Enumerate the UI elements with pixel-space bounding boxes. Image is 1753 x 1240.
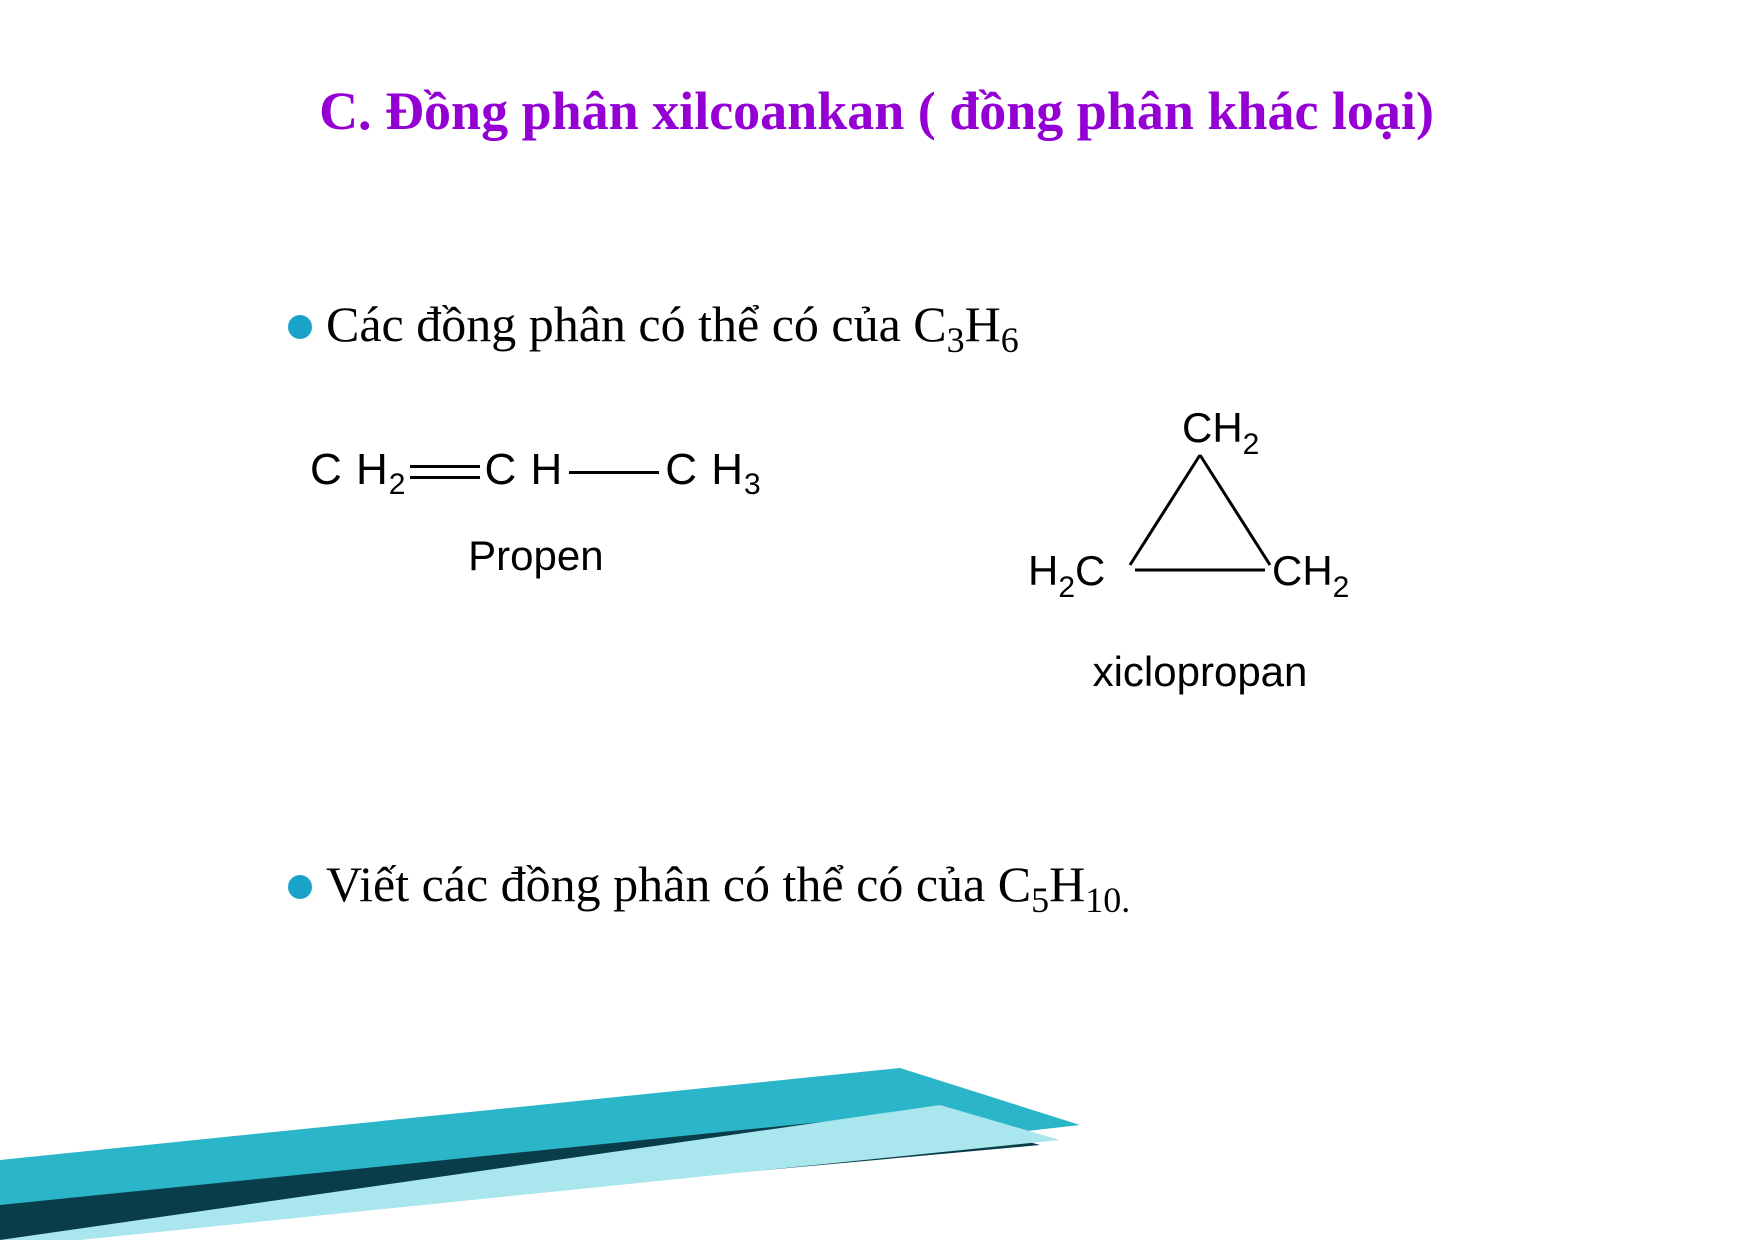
xiclo-left: H2C [1028, 547, 1105, 604]
bullet-1-s1: 3 [947, 320, 965, 360]
bullet-1-s2: 6 [1001, 320, 1019, 360]
propen-label: Propen [310, 532, 762, 580]
propen-ch: C H [484, 445, 563, 494]
bullet-icon [288, 315, 312, 339]
decor-poly-teal [0, 1068, 1080, 1240]
propen-formula: C H2C HC H3 [310, 445, 762, 502]
triangle-edge [1130, 455, 1200, 565]
decorative-swoosh [0, 1040, 1100, 1240]
slide-title: C. Đồng phân xilcoankan ( đồng phân khác… [0, 80, 1753, 142]
propen-structure: C H2C HC H3 Propen [310, 445, 762, 580]
bullet-2-text: Viết các đồng phân có thể có của C5H10. [326, 855, 1130, 913]
bullet-1-text: Các đồng phân có thể có của C3H6 [326, 295, 1019, 353]
decor-poly-dark [0, 1112, 1040, 1240]
bullet-2-fb: C [998, 856, 1031, 912]
xiclopropan-diagram: CH2 H2C CH2 [1020, 400, 1380, 620]
bullet-1-fm: H [965, 296, 1001, 352]
bullet-2-s2: 10. [1085, 880, 1130, 920]
xiclo-top: CH2 [1182, 404, 1259, 461]
triangle-edge [1200, 455, 1270, 565]
propen-sub2a: 2 [389, 468, 407, 501]
propen-ch2a: C H [310, 445, 389, 494]
bullet-icon [288, 875, 312, 899]
xiclopropan-label: xiclopropan [1020, 648, 1380, 696]
bullet-1-fb: C [913, 296, 946, 352]
bullet-item-2: Viết các đồng phân có thể có của C5H10. [288, 855, 1130, 913]
bullet-item-1: Các đồng phân có thể có của C3H6 [288, 295, 1019, 353]
decor-poly-light [0, 1105, 1060, 1240]
bullet-1-prefix: Các đồng phân có thể có của [326, 296, 913, 352]
xiclo-right: CH2 [1272, 547, 1349, 604]
xiclopropan-structure: CH2 H2C CH2 xiclopropan [1020, 400, 1380, 696]
single-bond-icon [569, 471, 659, 474]
bullet-2-s1: 5 [1031, 880, 1049, 920]
propen-sub3: 3 [744, 468, 762, 501]
bullet-2-prefix: Viết các đồng phân có thể có của [326, 856, 998, 912]
propen-ch3: C H [665, 445, 744, 494]
bullet-2-fm: H [1049, 856, 1085, 912]
